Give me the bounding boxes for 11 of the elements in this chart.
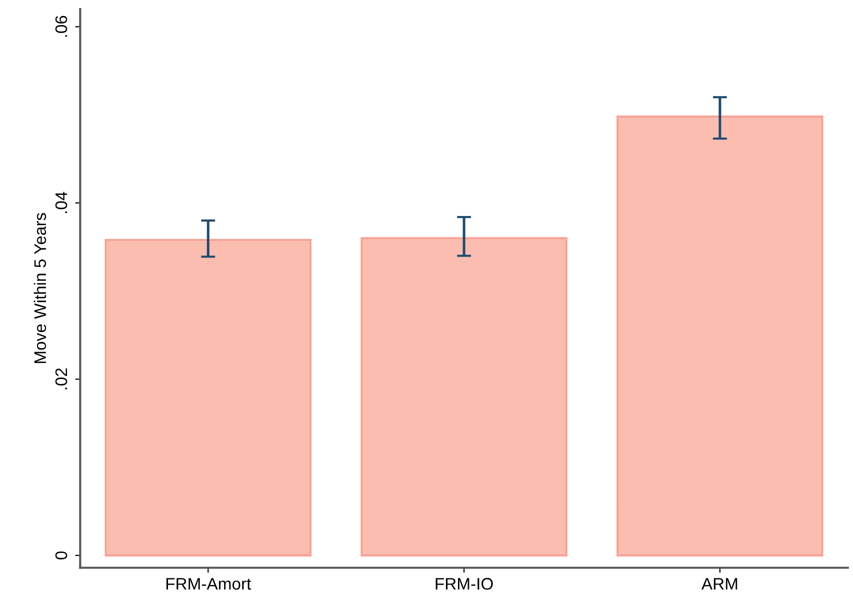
y-tick-label: .02 <box>55 368 68 390</box>
y-axis-title: Move Within 5 Years <box>34 213 46 364</box>
bar <box>104 238 312 556</box>
x-tick-label: ARM <box>701 578 738 590</box>
bar <box>360 237 568 556</box>
y-tick-label: .06 <box>55 16 68 37</box>
x-tick-label: FRM-Amort <box>166 578 252 590</box>
y-tick-label: .04 <box>55 192 68 213</box>
bar <box>616 116 824 556</box>
y-tick-label: 0 <box>55 551 68 560</box>
x-tick-label: FRM-IO <box>436 578 493 590</box>
